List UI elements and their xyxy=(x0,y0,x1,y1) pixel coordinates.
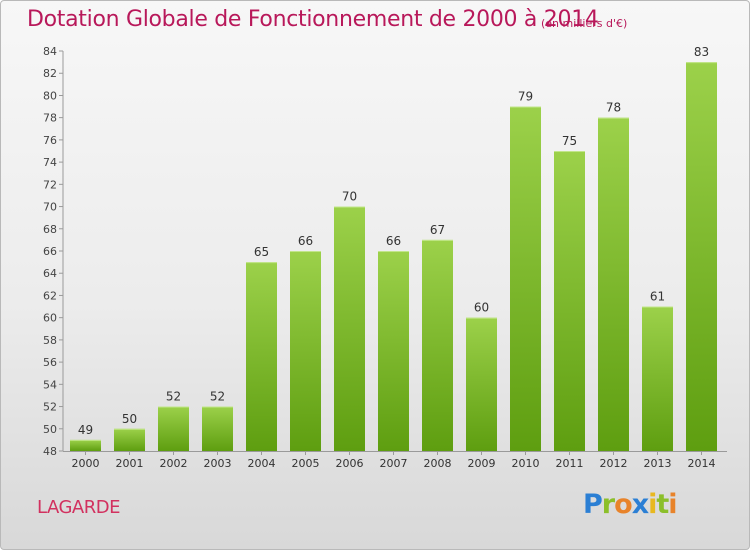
data-label: 65 xyxy=(254,245,269,259)
x-tick-label: 2005 xyxy=(292,457,320,470)
chart-title: Dotation Globale de Fonctionnement de 20… xyxy=(27,7,599,32)
x-tick-label: 2014 xyxy=(688,457,716,470)
y-tick-label: 48 xyxy=(43,445,57,458)
bar xyxy=(686,62,717,451)
y-tick-label: 74 xyxy=(43,156,57,169)
bar xyxy=(334,206,365,451)
y-tick-label: 76 xyxy=(43,134,57,147)
x-axis: 2000 2001 2002 2003 2004 2005 2006 2007 2008 2009… xyxy=(63,451,727,470)
x-tick-label: 2004 xyxy=(248,457,276,470)
x-tick-label: 2008 xyxy=(424,457,452,470)
bar xyxy=(422,239,453,451)
x-tick-label: 2003 xyxy=(204,457,232,470)
bar xyxy=(510,106,541,452)
data-label: 49 xyxy=(78,423,93,437)
y-tick-label: 58 xyxy=(43,334,57,347)
data-label: 75 xyxy=(562,134,577,148)
bar xyxy=(246,262,277,451)
data-label: 52 xyxy=(210,390,225,404)
bar xyxy=(466,317,497,451)
y-tick-label: 68 xyxy=(43,223,57,236)
y-tick-label: 66 xyxy=(43,245,57,258)
x-tick-label: 2001 xyxy=(116,457,144,470)
bar xyxy=(114,428,145,451)
x-tick-label: 2009 xyxy=(468,457,496,470)
x-tick-label: 2012 xyxy=(600,457,628,470)
y-tick-label: 80 xyxy=(43,89,57,102)
y-tick-label: 50 xyxy=(43,423,57,436)
data-label: 70 xyxy=(342,190,357,204)
data-label: 67 xyxy=(430,223,445,237)
data-label: 60 xyxy=(474,301,489,315)
y-tick-label: 82 xyxy=(43,67,57,80)
proxiti-logo[interactable]: Proxiti xyxy=(583,489,678,520)
data-label: 61 xyxy=(650,290,665,304)
bar xyxy=(378,251,409,451)
y-tick-label: 52 xyxy=(43,401,57,414)
y-tick-label: 60 xyxy=(43,312,57,325)
bar xyxy=(158,406,189,451)
place-name: LAGARDE xyxy=(37,497,120,518)
data-label: 78 xyxy=(606,101,621,115)
data-label: 50 xyxy=(122,412,137,426)
x-tick-label: 2007 xyxy=(380,457,408,470)
y-tick-label: 78 xyxy=(43,112,57,125)
bar xyxy=(290,251,321,451)
bars xyxy=(70,62,717,452)
data-label: 52 xyxy=(166,390,181,404)
y-tick-label: 70 xyxy=(43,201,57,214)
bar xyxy=(70,439,101,451)
y-tick-label: 62 xyxy=(43,289,57,302)
bar xyxy=(554,151,585,451)
x-tick-label: 2013 xyxy=(644,457,672,470)
y-tick-label: 84 xyxy=(43,45,57,58)
bar xyxy=(598,117,629,452)
x-tick-label: 2011 xyxy=(556,457,584,470)
data-label: 66 xyxy=(386,234,401,248)
y-tick-label: 56 xyxy=(43,356,57,369)
y-tick-label: 72 xyxy=(43,178,57,191)
y-tick-label: 54 xyxy=(43,378,57,391)
x-tick-label: 2006 xyxy=(336,457,364,470)
data-label: 83 xyxy=(694,45,709,59)
y-axis: 48 50 52 54 56 58 60 62 64 66 68 70 72 74 76 78 80 82 84 xyxy=(43,45,64,458)
x-tick-label: 2010 xyxy=(512,457,540,470)
bar xyxy=(202,406,233,451)
value-labels: 49 50 52 52 65 66 70 66 67 60 79 75 78 61 83 xyxy=(78,45,709,437)
y-tick-label: 64 xyxy=(43,267,57,280)
chart-subtitle: (en milliers d'€) xyxy=(541,17,628,30)
data-label: 79 xyxy=(518,90,533,104)
x-tick-label: 2002 xyxy=(160,457,188,470)
data-label: 66 xyxy=(298,234,313,248)
x-tick-label: 2000 xyxy=(72,457,100,470)
bar xyxy=(642,306,673,451)
